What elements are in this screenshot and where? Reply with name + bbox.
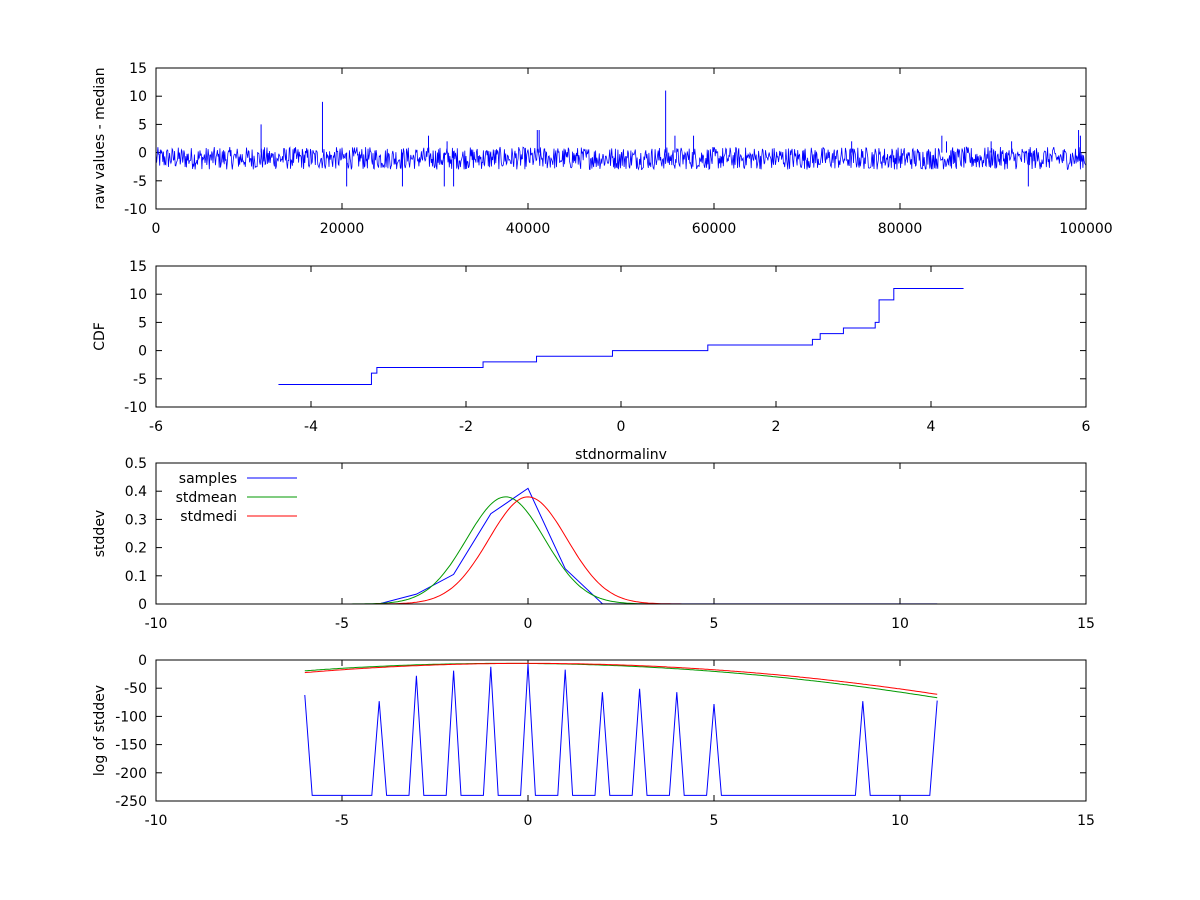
- x-tick-label: 15: [1077, 813, 1095, 829]
- plot-panel-1: 0 20000 40000 60000 80000 100000 -10 -5 0 5 10 15 ra…: [92, 61, 1113, 237]
- y-tick-label: 15: [129, 61, 147, 77]
- x-tick-label: -10: [145, 813, 168, 829]
- series-line-stdmedi: [304, 496, 938, 604]
- x-tick-label: 0: [524, 616, 533, 632]
- panel-4-frame: [155, 659, 1087, 802]
- y-tick-label: 10: [129, 287, 147, 303]
- series-line-log-stdmedi: [304, 662, 938, 695]
- plot-area: [304, 662, 938, 796]
- plot-area: [278, 288, 964, 385]
- series-line-cdf: [278, 288, 964, 385]
- x-tick-label: 60000: [692, 221, 737, 237]
- y-tick-label: 0.3: [125, 512, 147, 528]
- y-tick-label: 0.2: [125, 541, 147, 557]
- y-tick-label: 15: [129, 259, 147, 275]
- y-tick-label: 0.1: [125, 569, 147, 585]
- y-tick-label: 5: [138, 117, 147, 133]
- x-tick-label: -10: [145, 616, 168, 632]
- x-tick-label: 0: [617, 419, 626, 435]
- x-tick-label: 6: [1082, 419, 1091, 435]
- y-tick-label: -100: [115, 709, 147, 725]
- plot-area: [156, 90, 1086, 187]
- y-tick-label: -200: [115, 766, 147, 782]
- series-line-stdmean: [304, 496, 938, 604]
- y-tick-label: -5: [133, 372, 147, 388]
- y-tick-label: 0: [138, 344, 147, 360]
- x-tick-label: -2: [459, 419, 473, 435]
- x-tick-label: 4: [927, 419, 936, 435]
- y-tick-label: 0.5: [125, 456, 147, 472]
- plot-area: [304, 487, 938, 604]
- x-axis-label: stdnormalinv: [575, 447, 667, 463]
- y-axis-label: CDF: [92, 322, 108, 351]
- x-tick-label: 0: [524, 813, 533, 829]
- x-tick-label: 10: [891, 813, 909, 829]
- series-line-log-samples: [304, 663, 938, 796]
- x-tick-label: 0: [152, 221, 161, 237]
- x-tick-label: 2: [772, 419, 781, 435]
- x-tick-label: -5: [335, 616, 349, 632]
- y-axis-label: raw values - median: [92, 67, 108, 209]
- plot-panel-2: -6 -4 -2 0 2 4 6 -10 -5 0 5 10 15 CDF stdnormalinv: [92, 259, 1091, 463]
- legend-label-stdmedi: stdmedi: [180, 509, 237, 525]
- y-tick-label: -10: [124, 400, 147, 416]
- x-tick-label: 100000: [1059, 221, 1112, 237]
- series-line-samples: [304, 487, 938, 604]
- y-tick-label: 10: [129, 89, 147, 105]
- plot-panel-3: -10 -5 0 5 10 15 0 0.1 0.2 0.3 0.4 0.5 stddev samples…: [92, 456, 1095, 632]
- x-tick-label: -6: [149, 419, 163, 435]
- x-tick-label: -4: [304, 419, 318, 435]
- y-tick-label: -250: [115, 794, 147, 810]
- y-tick-label: 0.4: [125, 484, 147, 500]
- panel-2-frame: [155, 265, 1087, 408]
- panel-3-frame: [155, 462, 1087, 605]
- panel-1-frame: [155, 67, 1087, 210]
- y-tick-label: -50: [124, 681, 147, 697]
- x-tick-label: -5: [335, 813, 349, 829]
- y-tick-label: 0: [138, 597, 147, 613]
- x-tick-label: 40000: [506, 221, 551, 237]
- x-tick-label: 10: [891, 616, 909, 632]
- y-tick-label: 0: [138, 653, 147, 669]
- y-tick-label: -10: [124, 202, 147, 218]
- x-tick-label: 20000: [320, 221, 365, 237]
- y-tick-label: -150: [115, 738, 147, 754]
- legend: samples stdmean stdmedi: [176, 471, 297, 525]
- y-tick-label: -5: [133, 174, 147, 190]
- series-line-raw-values: [156, 146, 1086, 171]
- x-tick-label: 80000: [878, 221, 923, 237]
- legend-label-stdmean: stdmean: [176, 490, 237, 506]
- x-tick-label: 15: [1077, 616, 1095, 632]
- y-tick-label: 0: [138, 146, 147, 162]
- series-line-log-stdmean: [304, 662, 938, 699]
- y-tick-label: 5: [138, 315, 147, 331]
- y-axis-label: stddev: [92, 510, 108, 557]
- x-tick-label: 5: [710, 813, 719, 829]
- legend-label-samples: samples: [179, 471, 237, 487]
- x-tick-label: 5: [710, 616, 719, 632]
- y-axis-label: log of stddev: [92, 685, 108, 776]
